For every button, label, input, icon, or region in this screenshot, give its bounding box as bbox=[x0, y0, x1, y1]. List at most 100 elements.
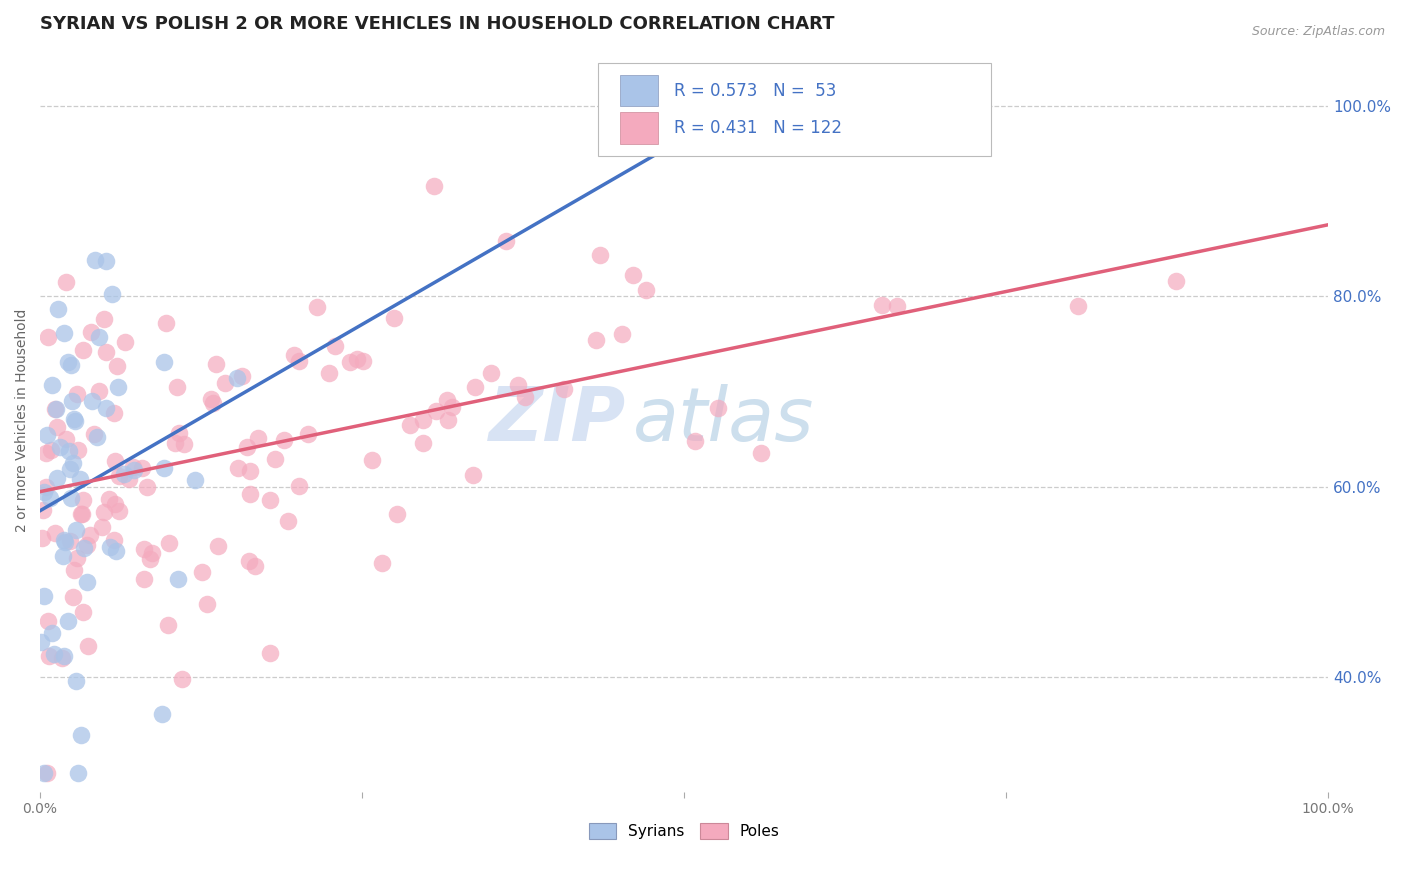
Point bbox=[495, 234, 517, 248]
Point bbox=[288, 479, 311, 493]
Point bbox=[239, 487, 262, 501]
Point bbox=[621, 268, 644, 283]
Point bbox=[42, 647, 65, 661]
Point bbox=[707, 401, 730, 416]
Point bbox=[51, 549, 73, 563]
Point bbox=[585, 333, 607, 347]
Point bbox=[98, 540, 121, 554]
Point bbox=[94, 401, 117, 416]
Point bbox=[60, 394, 83, 409]
Point bbox=[440, 401, 463, 415]
Point bbox=[58, 355, 80, 369]
Point bbox=[201, 395, 224, 409]
Point bbox=[155, 317, 177, 331]
Point bbox=[870, 298, 893, 312]
Point bbox=[72, 605, 94, 619]
Point bbox=[259, 493, 281, 508]
Point bbox=[70, 728, 93, 742]
Point bbox=[44, 525, 66, 540]
Point bbox=[183, 473, 205, 487]
Point bbox=[236, 440, 259, 454]
Point bbox=[104, 544, 127, 558]
Point bbox=[1166, 275, 1188, 289]
Point bbox=[94, 345, 117, 359]
Point bbox=[167, 572, 190, 586]
Point bbox=[51, 651, 73, 665]
Point bbox=[247, 431, 270, 445]
Point bbox=[83, 426, 105, 441]
Point bbox=[39, 442, 62, 457]
Point bbox=[37, 614, 59, 628]
Point bbox=[122, 460, 145, 475]
Point bbox=[361, 452, 384, 467]
Point bbox=[157, 618, 180, 632]
Y-axis label: 2 or more Vehicles in Household: 2 or more Vehicles in Household bbox=[15, 309, 30, 532]
Point bbox=[277, 514, 299, 528]
Point bbox=[283, 348, 305, 362]
Point bbox=[243, 558, 266, 573]
Point bbox=[105, 359, 128, 373]
Point bbox=[479, 366, 502, 380]
Point bbox=[139, 551, 162, 566]
Point bbox=[62, 456, 84, 470]
FancyBboxPatch shape bbox=[620, 75, 658, 106]
Point bbox=[76, 574, 98, 589]
Point bbox=[297, 427, 319, 442]
Point bbox=[65, 673, 87, 688]
Point bbox=[53, 533, 76, 547]
Point bbox=[104, 454, 127, 468]
Point bbox=[48, 441, 70, 455]
Point bbox=[461, 468, 484, 483]
Point bbox=[87, 329, 110, 343]
Point bbox=[305, 300, 328, 314]
Point bbox=[72, 343, 94, 358]
Point bbox=[553, 382, 575, 396]
Point bbox=[96, 254, 118, 268]
Text: Source: ZipAtlas.com: Source: ZipAtlas.com bbox=[1251, 25, 1385, 38]
Point bbox=[69, 473, 91, 487]
Point bbox=[103, 533, 125, 547]
Point bbox=[44, 401, 66, 416]
Point bbox=[382, 311, 405, 326]
Text: R = 0.431   N = 122: R = 0.431 N = 122 bbox=[673, 119, 842, 137]
Point bbox=[288, 354, 311, 368]
Point bbox=[589, 248, 612, 262]
Point bbox=[195, 597, 218, 611]
Point bbox=[214, 376, 236, 391]
Point bbox=[749, 446, 772, 460]
Point bbox=[87, 384, 110, 399]
Point bbox=[98, 492, 121, 507]
Point bbox=[46, 302, 69, 317]
Point bbox=[134, 542, 156, 557]
Point bbox=[35, 446, 58, 460]
Point bbox=[90, 520, 112, 534]
Point bbox=[273, 433, 295, 447]
Point bbox=[136, 480, 159, 494]
Point bbox=[37, 330, 59, 344]
Point bbox=[69, 507, 91, 521]
Point bbox=[346, 352, 368, 367]
Point bbox=[385, 507, 408, 521]
Point bbox=[153, 461, 176, 475]
Point bbox=[45, 471, 67, 485]
Point bbox=[141, 545, 163, 559]
Point bbox=[205, 358, 228, 372]
Point bbox=[515, 390, 537, 404]
Point bbox=[93, 312, 115, 326]
Point bbox=[371, 556, 394, 570]
Point bbox=[122, 463, 145, 477]
Point bbox=[77, 639, 100, 653]
Point bbox=[437, 413, 460, 427]
Point bbox=[1067, 299, 1090, 313]
Point bbox=[37, 427, 59, 442]
Point bbox=[76, 538, 98, 552]
Point bbox=[166, 380, 188, 394]
Point bbox=[150, 706, 173, 721]
Point bbox=[38, 648, 60, 663]
Point bbox=[31, 532, 53, 546]
Text: SYRIAN VS POLISH 2 OR MORE VEHICLES IN HOUSEHOLD CORRELATION CHART: SYRIAN VS POLISH 2 OR MORE VEHICLES IN H… bbox=[41, 15, 835, 33]
Point bbox=[132, 572, 155, 586]
Point bbox=[31, 502, 53, 516]
Point bbox=[634, 283, 657, 297]
Point bbox=[107, 380, 129, 394]
